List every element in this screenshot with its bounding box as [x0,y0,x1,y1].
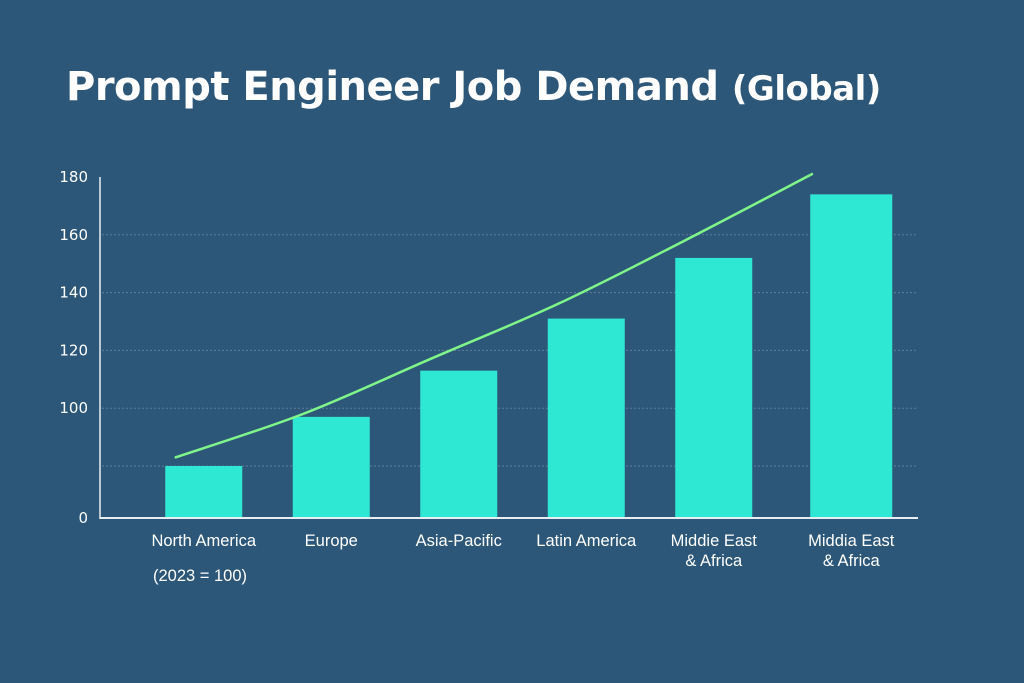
gridlines [102,234,918,467]
y-tick-label: 160 [59,226,88,244]
y-tick-labels: 0 100 120 140 160 180 [59,168,88,527]
bar [675,257,753,518]
trend-line [174,172,814,459]
x-tick-label: Latin America [536,532,637,550]
x-tick-label: Europe [305,532,358,550]
bar [165,466,243,518]
axes [99,177,918,519]
x-tick-label: & Africa [685,552,743,570]
x-tick-label: Asia-Pacific [416,532,502,550]
x-tick-label: Middie East [671,532,758,550]
y-tick-label: 180 [59,168,88,186]
y-tick-label: 120 [59,341,88,359]
chart-title-suffix: (Global) [731,69,881,109]
bar [420,370,498,518]
chart-title-main: Prompt Engineer Job Demand [66,64,719,110]
x-tick-labels: North America Europe Asia-Pacific Latin Ame… [151,532,894,570]
bar [292,416,370,518]
bars [165,194,893,518]
x-tick-label: North America [151,532,256,550]
x-tick-label: & Africa [823,552,881,570]
index-note: (2023 = 100) [153,567,247,585]
y-tick-label: 0 [78,509,88,527]
bar [547,318,625,518]
chart-title: Prompt Engineer Job Demand (Global) [66,64,881,110]
trend-line-group [174,172,814,459]
x-tick-label: Middia East [808,532,895,550]
bar [810,194,893,518]
y-tick-label: 140 [59,284,88,302]
y-tick-label: 100 [59,399,88,417]
